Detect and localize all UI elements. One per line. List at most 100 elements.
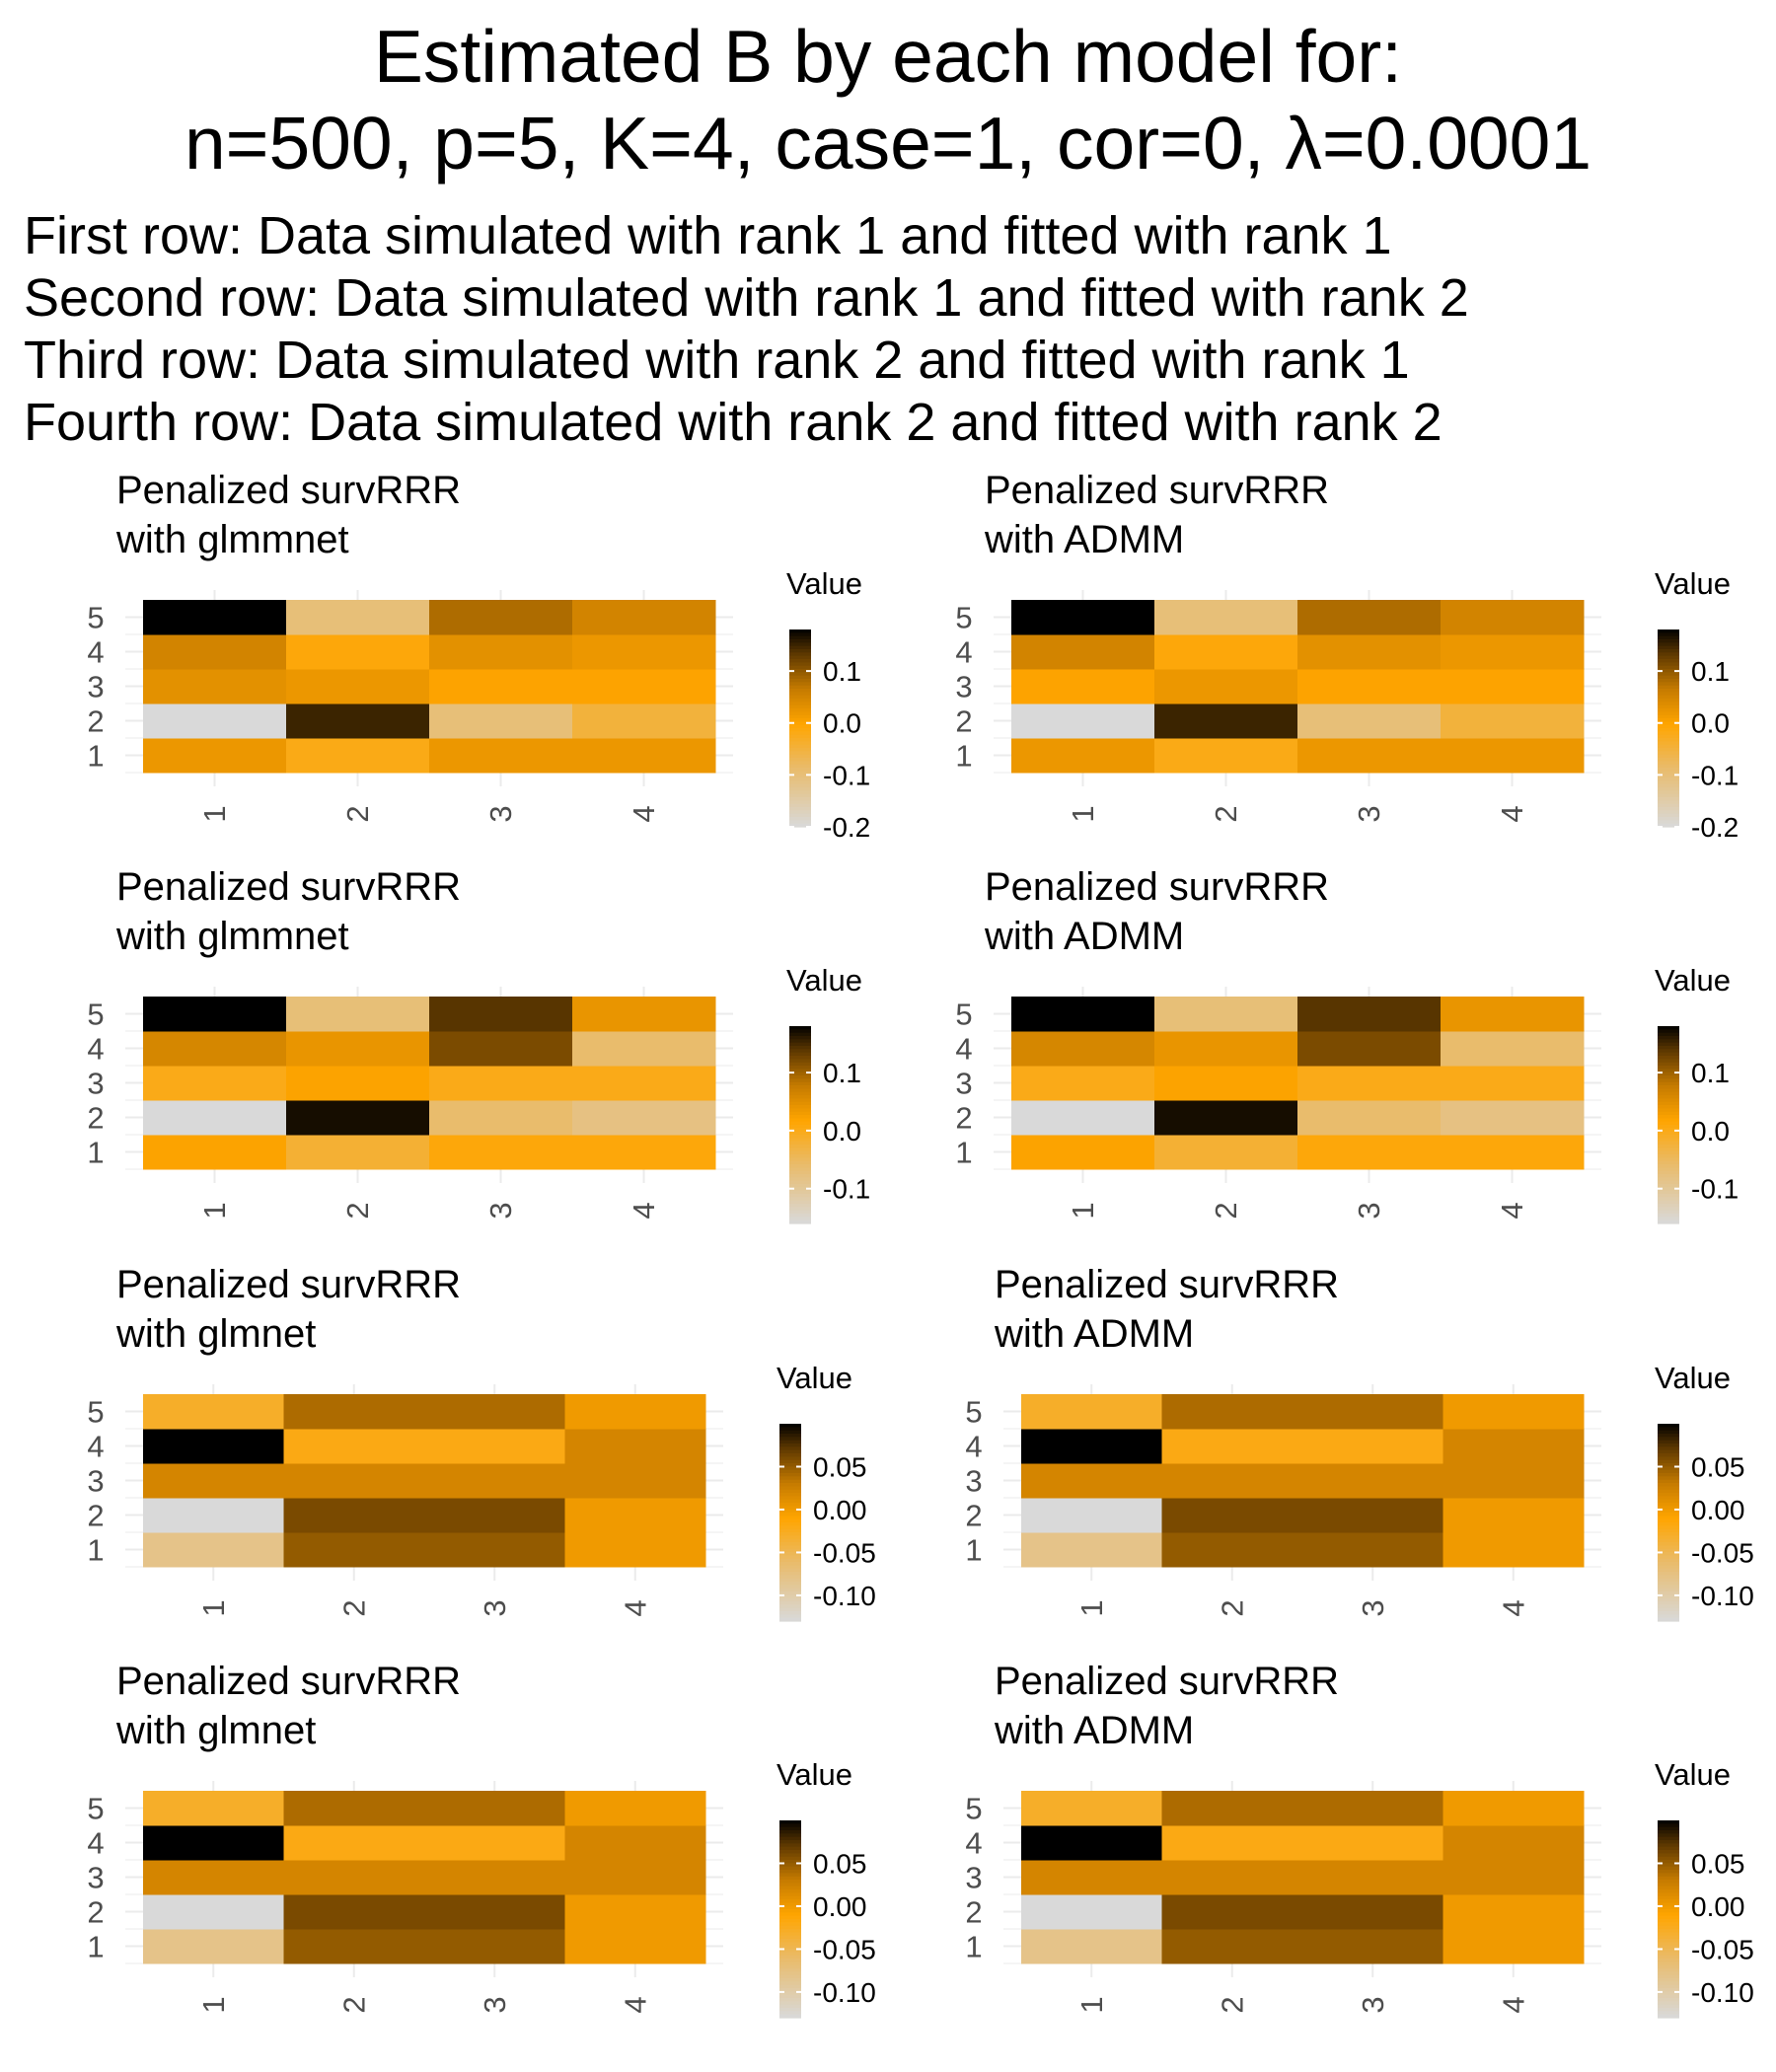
legend-colorbar-segment (779, 1974, 801, 1979)
heatmap-cell (1154, 1100, 1298, 1136)
legend-colorbar-segment (779, 1909, 801, 1913)
legend-colorbar-segment (1658, 708, 1679, 712)
legend-colorbar-segment (1658, 1217, 1679, 1221)
y-tick-label: 4 (965, 1826, 982, 1861)
legend-colorbar-segment (779, 1929, 801, 1933)
legend-colorbar-segment (789, 1036, 811, 1040)
legend-colorbar-segment (779, 1607, 801, 1612)
heatmap-cell (564, 1894, 706, 1930)
legend-colorbar-segment (779, 1453, 801, 1457)
legend-colorbar-segment (1658, 1200, 1679, 1205)
legend-colorbar-segment (1658, 1473, 1679, 1477)
heatmap-cell (1302, 1929, 1443, 1964)
panel-title: with glmnet (115, 1709, 316, 1752)
legend-colorbar-segment (1658, 672, 1679, 677)
legend-colorbar-segment (779, 1483, 801, 1487)
y-tick-label: 3 (87, 670, 104, 704)
heatmap-cell (572, 703, 716, 739)
legend-colorbar-segment (1658, 1578, 1679, 1583)
legend-colorbar-segment (1658, 1437, 1679, 1442)
heatmap-cell (429, 703, 573, 739)
legend-colorbar-segment (1658, 817, 1679, 821)
legend-colorbar-segment (1658, 1453, 1679, 1457)
legend-colorbar-segment (1658, 1197, 1679, 1202)
legend-colorbar-segment (1658, 1042, 1679, 1047)
legend-colorbar-segment (1658, 774, 1679, 778)
heatmap-cell (283, 1429, 425, 1464)
x-tick-label: 2 (336, 1599, 371, 1616)
legend-colorbar-segment (779, 1513, 801, 1517)
legend-colorbar-segment (789, 810, 811, 815)
legend-tick-label: -0.1 (823, 760, 870, 790)
legend-colorbar-segment (789, 635, 811, 640)
heatmap-cell (143, 738, 287, 774)
legend-colorbar-segment (1658, 1101, 1679, 1106)
legend-colorbar-segment (779, 1991, 801, 1996)
legend-colorbar-segment (1658, 758, 1679, 762)
legend-colorbar-segment (789, 692, 811, 697)
legend-colorbar-segment (1658, 1503, 1679, 1507)
legend-colorbar-segment (779, 1568, 801, 1573)
heatmap-cell (564, 1463, 706, 1499)
legend-colorbar-segment (779, 1880, 801, 1884)
legend-colorbar-segment (789, 721, 811, 726)
legend-colorbar-segment (1658, 635, 1679, 640)
y-tick-label: 5 (87, 601, 104, 635)
legend-colorbar-segment (1658, 1617, 1679, 1622)
legend-colorbar-segment (779, 1479, 801, 1484)
heatmap-cell (283, 1860, 425, 1895)
legend-colorbar-segment (789, 665, 811, 670)
heatmap-cell (1154, 600, 1298, 635)
legend-colorbar-segment (779, 1443, 801, 1447)
legend-colorbar-segment (779, 1959, 801, 1962)
legend-colorbar-segment (1658, 1440, 1679, 1444)
heatmap-cell (572, 600, 716, 635)
legend-title: Value (1655, 1361, 1731, 1395)
legend-colorbar-segment (1658, 1486, 1679, 1491)
legend-colorbar-segment (1658, 1528, 1679, 1533)
legend-colorbar-segment (789, 1072, 811, 1076)
heatmap-cell (286, 738, 430, 774)
legend-colorbar-segment (779, 1823, 801, 1828)
legend-colorbar-segment (789, 1105, 811, 1109)
y-tick-label: 2 (87, 1895, 104, 1930)
legend-colorbar-segment (789, 734, 811, 739)
heatmap-cell (143, 1791, 284, 1826)
legend-tick-label: 0.0 (1691, 708, 1730, 739)
heatmap-cell (1297, 1031, 1442, 1067)
legend-colorbar-segment (789, 672, 811, 677)
legend-colorbar-segment (1658, 1483, 1679, 1487)
legend-tick-label: -0.05 (1691, 1537, 1754, 1568)
legend-tick-label: -0.05 (813, 1537, 876, 1568)
legend-colorbar-segment (1658, 1575, 1679, 1580)
legend-colorbar-segment (1658, 787, 1679, 791)
heatmap-cell (1302, 1463, 1443, 1499)
heatmap-cell (424, 1860, 565, 1895)
legend-colorbar-segment (1658, 1905, 1679, 1910)
heatmap-cell (143, 1498, 284, 1533)
legend-colorbar-segment (1658, 1873, 1679, 1878)
heatmap-cell (1011, 1135, 1155, 1170)
x-tick-label: 3 (483, 805, 518, 822)
legend-colorbar-segment (779, 1870, 801, 1874)
y-tick-label: 2 (87, 704, 104, 739)
legend-tick-label: 0.1 (823, 656, 861, 687)
legend-colorbar-segment (1658, 790, 1679, 795)
legend-colorbar-segment (779, 1473, 801, 1477)
heatmap-cell (143, 997, 287, 1032)
legend-colorbar-segment (779, 1945, 801, 1950)
legend-tick-label: 0.05 (813, 1848, 867, 1879)
legend-colorbar-segment (789, 1118, 811, 1123)
y-tick-label: 5 (87, 998, 104, 1032)
legend-colorbar-segment (1658, 1489, 1679, 1494)
legend-colorbar-segment (1658, 1886, 1679, 1890)
legend-title: Value (1655, 1757, 1731, 1792)
legend-colorbar-segment (1658, 1548, 1679, 1553)
legend-colorbar-segment (789, 1170, 811, 1175)
legend-colorbar-segment (779, 1961, 801, 1966)
y-tick-label: 1 (87, 1930, 104, 1964)
legend-colorbar-segment (1658, 695, 1679, 700)
legend-tick-label: -0.05 (813, 1934, 876, 1964)
legend-colorbar-segment (1658, 783, 1679, 788)
